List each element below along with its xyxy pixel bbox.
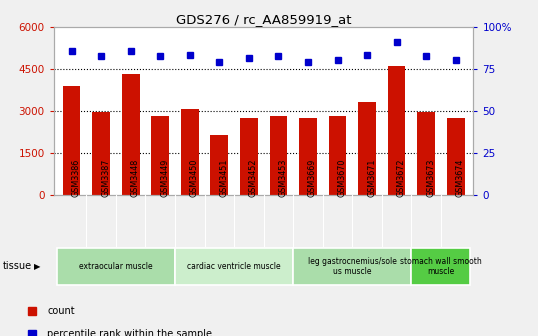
Text: GSM3448: GSM3448 [131,159,140,197]
Text: ▶: ▶ [34,262,40,271]
Text: GSM3671: GSM3671 [367,159,376,197]
Text: leg gastrocnemius/sole
us muscle: leg gastrocnemius/sole us muscle [308,257,397,276]
Text: percentile rank within the sample: percentile rank within the sample [47,329,213,336]
Text: GSM3387: GSM3387 [101,159,110,197]
Title: GDS276 / rc_AA859919_at: GDS276 / rc_AA859919_at [176,13,351,26]
Bar [329,117,346,195]
Text: GSM3674: GSM3674 [456,159,465,197]
Bar [412,248,471,285]
Bar [240,118,258,195]
Text: tissue: tissue [3,261,32,271]
Text: GSM3669: GSM3669 [308,159,317,197]
Bar [388,66,406,195]
Bar [181,110,199,195]
Bar [210,135,228,195]
Text: stomach wall smooth
muscle: stomach wall smooth muscle [400,257,482,276]
Text: GSM3450: GSM3450 [190,159,199,197]
Text: cardiac ventricle muscle: cardiac ventricle muscle [187,262,281,271]
Text: GSM3449: GSM3449 [160,159,169,197]
Bar [175,248,293,285]
Bar [270,117,287,195]
Bar [62,86,80,195]
Bar [293,248,412,285]
Text: GSM3673: GSM3673 [426,159,435,197]
Text: GSM3670: GSM3670 [337,159,346,197]
Bar [92,112,110,195]
Bar [122,75,139,195]
Bar [151,117,169,195]
Bar [56,248,175,285]
Bar [447,118,465,195]
Text: GSM3672: GSM3672 [397,159,406,197]
Text: GSM3452: GSM3452 [249,159,258,197]
Text: GSM3386: GSM3386 [72,159,81,197]
Bar [358,102,376,195]
Text: count: count [47,306,75,316]
Bar [299,118,317,195]
Text: GSM3453: GSM3453 [278,159,287,197]
Text: extraocular muscle: extraocular muscle [79,262,153,271]
Bar [417,112,435,195]
Text: GSM3451: GSM3451 [220,159,228,197]
